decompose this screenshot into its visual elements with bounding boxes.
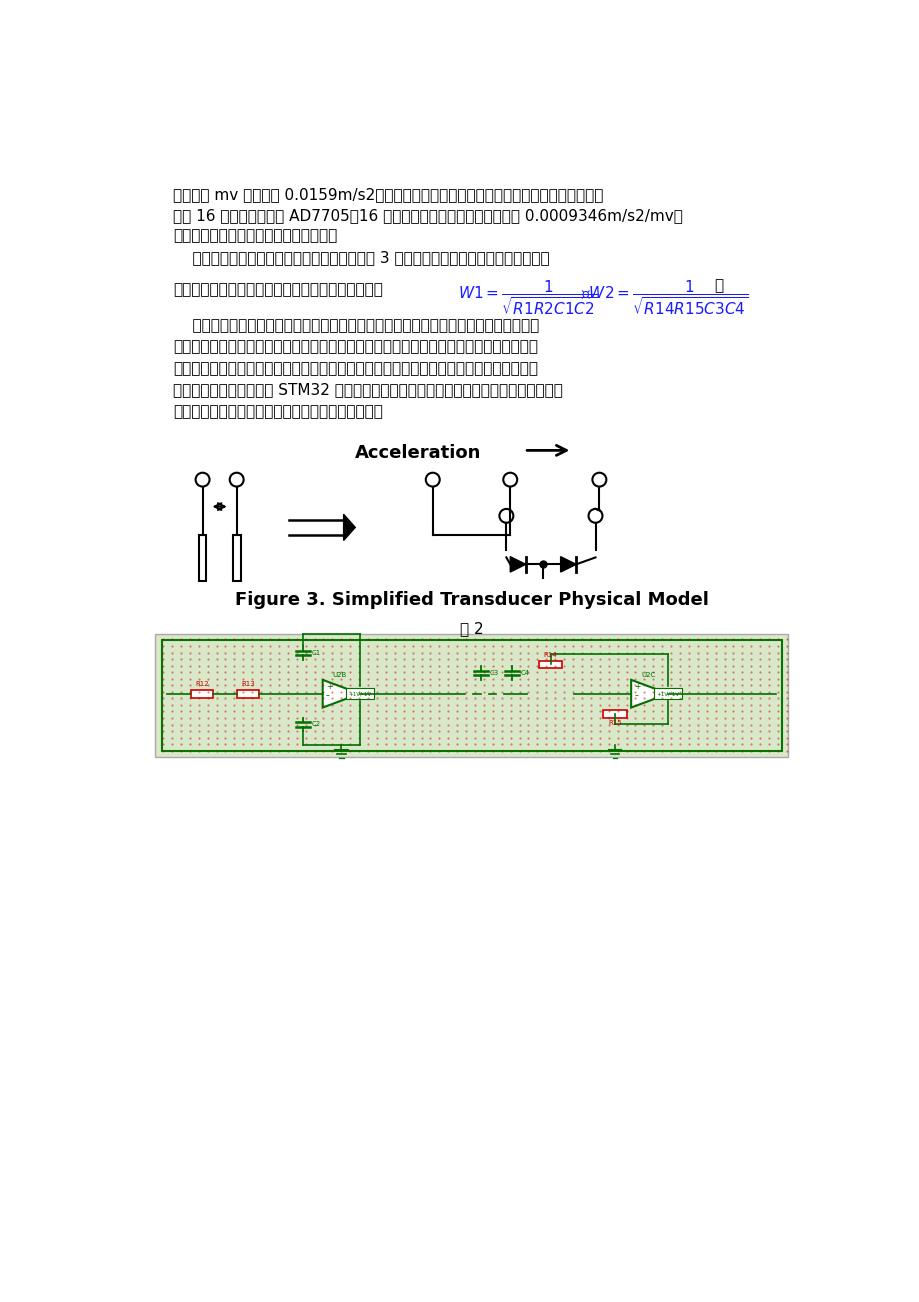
Text: C1: C1: [312, 650, 321, 656]
Bar: [346, 689, 373, 699]
Text: 路，然后再通过一个高通滤波电路，低通滤波频率为: 路，然后再通过一个高通滤波电路，低通滤波频率为: [173, 283, 382, 298]
Bar: [233, 535, 240, 581]
Text: C4: C4: [520, 671, 529, 676]
Bar: [199, 535, 206, 581]
Bar: [155, 634, 787, 756]
Text: 。: 。: [713, 277, 722, 293]
Polygon shape: [323, 680, 359, 707]
Text: ，$W2 = \dfrac{1}{\sqrt{R14R15C3C4}}$: ，$W2 = \dfrac{1}{\sqrt{R14R15C3C4}}$: [580, 277, 747, 316]
Text: +: +: [325, 682, 332, 691]
Text: 度，再将速度进行积分就可以得到火车行驶的路程。: 度，再将速度进行积分就可以得到火车行驶的路程。: [173, 404, 382, 419]
Polygon shape: [560, 557, 575, 572]
Polygon shape: [630, 680, 667, 707]
Text: 这样的精度已经足以满足系统的要求了。: 这样的精度已经足以满足系统的要求了。: [173, 229, 337, 243]
Bar: [539, 660, 562, 668]
Polygon shape: [510, 557, 525, 572]
Text: U2B: U2B: [333, 672, 346, 678]
Bar: [653, 689, 682, 699]
Text: 一个 16 位的模数转换器 AD7705，16 位的模数转换器能够达到的精度是 0.0009346m/s2/mv，: 一个 16 位的模数转换器 AD7705，16 位的模数转换器能够达到的精度是 …: [173, 208, 682, 223]
Text: C3: C3: [490, 671, 499, 676]
Text: R15: R15: [607, 720, 621, 727]
Text: –: –: [633, 691, 638, 700]
Text: R12: R12: [195, 681, 209, 687]
Text: Acceleration: Acceleration: [355, 444, 482, 462]
Text: 转换器每 mv 只能表示 0.0159m/s2，这不能满足加速度传感器的转换要求。所以我们选择了: 转换器每 mv 只能表示 0.0159m/s2，这不能满足加速度传感器的转换要求…: [173, 187, 603, 202]
Text: –: –: [325, 691, 329, 700]
Polygon shape: [344, 514, 355, 540]
Bar: [603, 710, 626, 717]
Bar: [237, 690, 259, 698]
Text: Figure 3. Simplified Transducer Physical Model: Figure 3. Simplified Transducer Physical…: [234, 591, 708, 608]
Text: U2C: U2C: [641, 672, 654, 678]
Text: 滤波电路采取的是带通滤波，滤波电路图如图 3 所示。先是使信号通过一个低通滤波电: 滤波电路采取的是带通滤波，滤波电路图如图 3 所示。先是使信号通过一个低通滤波电: [173, 250, 550, 266]
Bar: [162, 639, 780, 751]
Text: 加速的并不影响火车速度的大小。而且利用加速度传感器测量火车的速度和路程不用考虑车: 加速的并不影响火车速度的大小。而且利用加速度传感器测量火车的速度和路程不用考虑车: [173, 361, 538, 376]
Text: 向上的加速度，而且不论是上坡还是下坡，均不受影响。而且在火车转弯的时候，因为法向: 向上的加速度，而且不论是上坡还是下坡，均不受影响。而且在火车转弯的时候，因为法向: [173, 340, 538, 354]
Text: R13: R13: [241, 681, 255, 687]
Text: 通过将加速度传感器的一轴定位始终和铁轨所在的平面平行，就可以测得火车在前进方: 通过将加速度传感器的一轴定位始终和铁轨所在的平面平行，就可以测得火车在前进方: [173, 318, 539, 333]
Text: 图 2: 图 2: [460, 621, 482, 637]
Text: R14: R14: [543, 652, 557, 658]
Text: $W1 = \dfrac{1}{\sqrt{R1R2C1C2}}$: $W1 = \dfrac{1}{\sqrt{R1R2C1C2}}$: [458, 277, 597, 316]
Text: 轮是否空转、倒转。利用 STM32 控制器中断程序，编程将加速度积分就可以得到火车的速: 轮是否空转、倒转。利用 STM32 控制器中断程序，编程将加速度积分就可以得到火…: [173, 383, 562, 397]
Bar: [191, 690, 212, 698]
Text: +1V/-1V: +1V/-1V: [348, 691, 371, 697]
Text: C2: C2: [312, 721, 321, 728]
Text: +: +: [633, 682, 640, 691]
Text: +1V/-1V: +1V/-1V: [656, 691, 679, 697]
